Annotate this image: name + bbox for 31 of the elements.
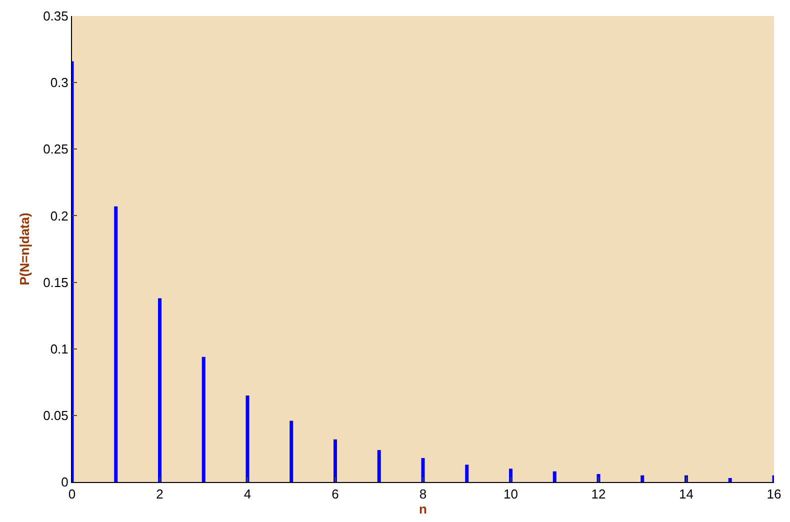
- bar: [728, 478, 732, 482]
- x-tick-label: 16: [766, 486, 782, 502]
- x-tick-label: 4: [244, 486, 252, 502]
- bar: [246, 395, 250, 482]
- y-axis-title: P(N=n|data): [17, 212, 32, 286]
- x-tick-label: 10: [504, 486, 518, 502]
- y-tick-label: 0.2: [50, 208, 68, 224]
- y-tick-label: 0.25: [43, 142, 68, 157]
- bar: [640, 475, 644, 482]
- y-tick-label: 0.35: [43, 8, 68, 24]
- bar: [509, 468, 513, 482]
- bar: [334, 439, 338, 482]
- y-tick-label: 0.3: [50, 75, 68, 90]
- bar: [377, 450, 381, 482]
- y-tick-label: 0.1: [50, 341, 68, 356]
- bar: [465, 464, 469, 482]
- bar: [202, 356, 206, 482]
- bar: [290, 420, 294, 482]
- y-tick-label: 0.15: [43, 274, 68, 290]
- y-tick-label: 0.05: [43, 408, 68, 423]
- x-tick-label: 6: [332, 486, 339, 502]
- bar: [421, 458, 425, 482]
- x-tick-label: 2: [156, 486, 164, 502]
- x-tick-label: 14: [679, 486, 694, 502]
- x-axis-title: n: [419, 502, 428, 517]
- x-tick-label: 12: [591, 486, 606, 502]
- y-tick-label: 0: [61, 474, 68, 490]
- bar: [552, 471, 556, 482]
- bar: [114, 206, 118, 482]
- x-tick-label: 8: [419, 486, 427, 502]
- bar: [158, 298, 162, 482]
